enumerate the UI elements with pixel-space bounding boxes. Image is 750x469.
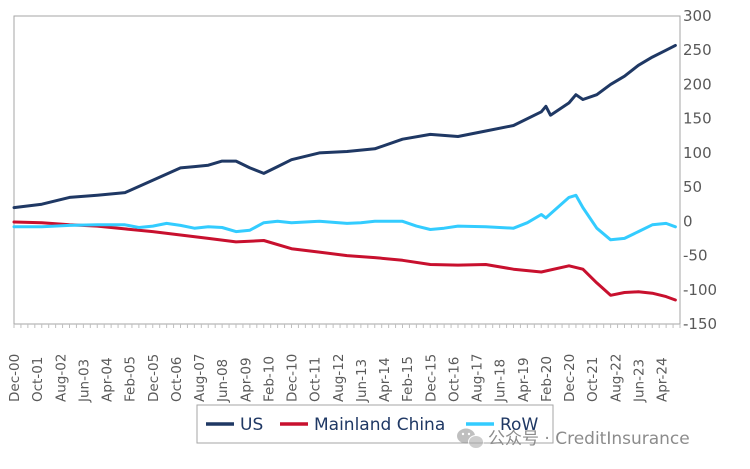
x-tick-label: Feb-15 <box>400 356 416 402</box>
x-tick-label: Oct-16 <box>446 357 462 402</box>
x-tick-label: Jun-13 <box>354 359 370 403</box>
y-tick-label: 50 <box>683 178 702 196</box>
legend-label-us: US <box>240 415 263 435</box>
x-tick-label: Dec-15 <box>423 354 439 402</box>
series-group <box>12 43 677 302</box>
series-line-row <box>12 193 677 242</box>
x-tick-label: Oct-01 <box>30 357 46 402</box>
y-tick-label: -150 <box>683 315 717 333</box>
x-tick-label: Apr-19 <box>516 357 532 402</box>
y-tick-label: 250 <box>683 41 712 59</box>
y-tick-label: -50 <box>683 247 708 265</box>
y-tick-label: 100 <box>683 144 712 162</box>
x-tick-label: Dec-00 <box>7 354 23 402</box>
x-tick-label: Jun-08 <box>215 359 231 403</box>
x-tick-label: Aug-17 <box>470 354 486 402</box>
y-tick-label: 150 <box>683 110 712 128</box>
x-tick-label: Oct-21 <box>585 357 601 402</box>
x-tick-label: Feb-05 <box>123 356 139 402</box>
watermark: 公众号 · CreditInsurance <box>457 428 690 449</box>
plot-area-frame <box>13 15 681 325</box>
watermark-text: 公众号 · CreditInsurance <box>488 429 690 449</box>
x-tick-label: Apr-09 <box>238 357 254 402</box>
series-line-mainland-china <box>12 220 677 302</box>
x-tick-label: Aug-12 <box>331 354 347 402</box>
x-tick-label: Apr-04 <box>100 357 116 402</box>
y-tick-label: -100 <box>683 281 717 299</box>
legend-label-row: RoW <box>500 415 538 435</box>
y-tick-label: 200 <box>683 75 712 93</box>
x-tick-label: Jun-03 <box>76 359 92 403</box>
x-tick-label: Oct-06 <box>169 357 185 402</box>
legend-label-mainland-china: Mainland China <box>314 415 445 435</box>
x-tick-label: Aug-02 <box>53 354 69 402</box>
x-tick-label: Oct-11 <box>308 357 324 402</box>
x-axis: Dec-00 Oct-01 Aug-02 Jun-03 Apr-04 Feb-05 Dec-… <box>7 354 671 403</box>
y-axis: 300 250 200 150 100 50 0 -50 -100 -150 <box>683 7 717 333</box>
x-tick-label: Dec-20 <box>562 354 578 402</box>
y-tick-label: 300 <box>683 7 712 25</box>
x-tick-label: Apr-14 <box>377 357 393 402</box>
x-tick-label: Feb-10 <box>261 356 277 402</box>
x-tick-label: Feb-20 <box>539 356 555 402</box>
y-tick-label: 0 <box>683 212 693 230</box>
x-tick-label: Apr-24 <box>655 357 671 402</box>
x-axis-minor-ticks <box>13 324 681 328</box>
series-line-us <box>12 43 677 210</box>
x-tick-label: Dec-10 <box>285 354 301 402</box>
x-tick-label: Aug-22 <box>608 354 624 402</box>
legend: US Mainland China RoW <box>196 404 554 444</box>
x-tick-label: Aug-07 <box>192 354 208 402</box>
wechat-icon <box>457 428 484 449</box>
x-tick-label: Jun-18 <box>493 359 509 403</box>
x-tick-label: Jun-23 <box>631 359 647 403</box>
x-tick-label: Dec-05 <box>146 354 162 402</box>
